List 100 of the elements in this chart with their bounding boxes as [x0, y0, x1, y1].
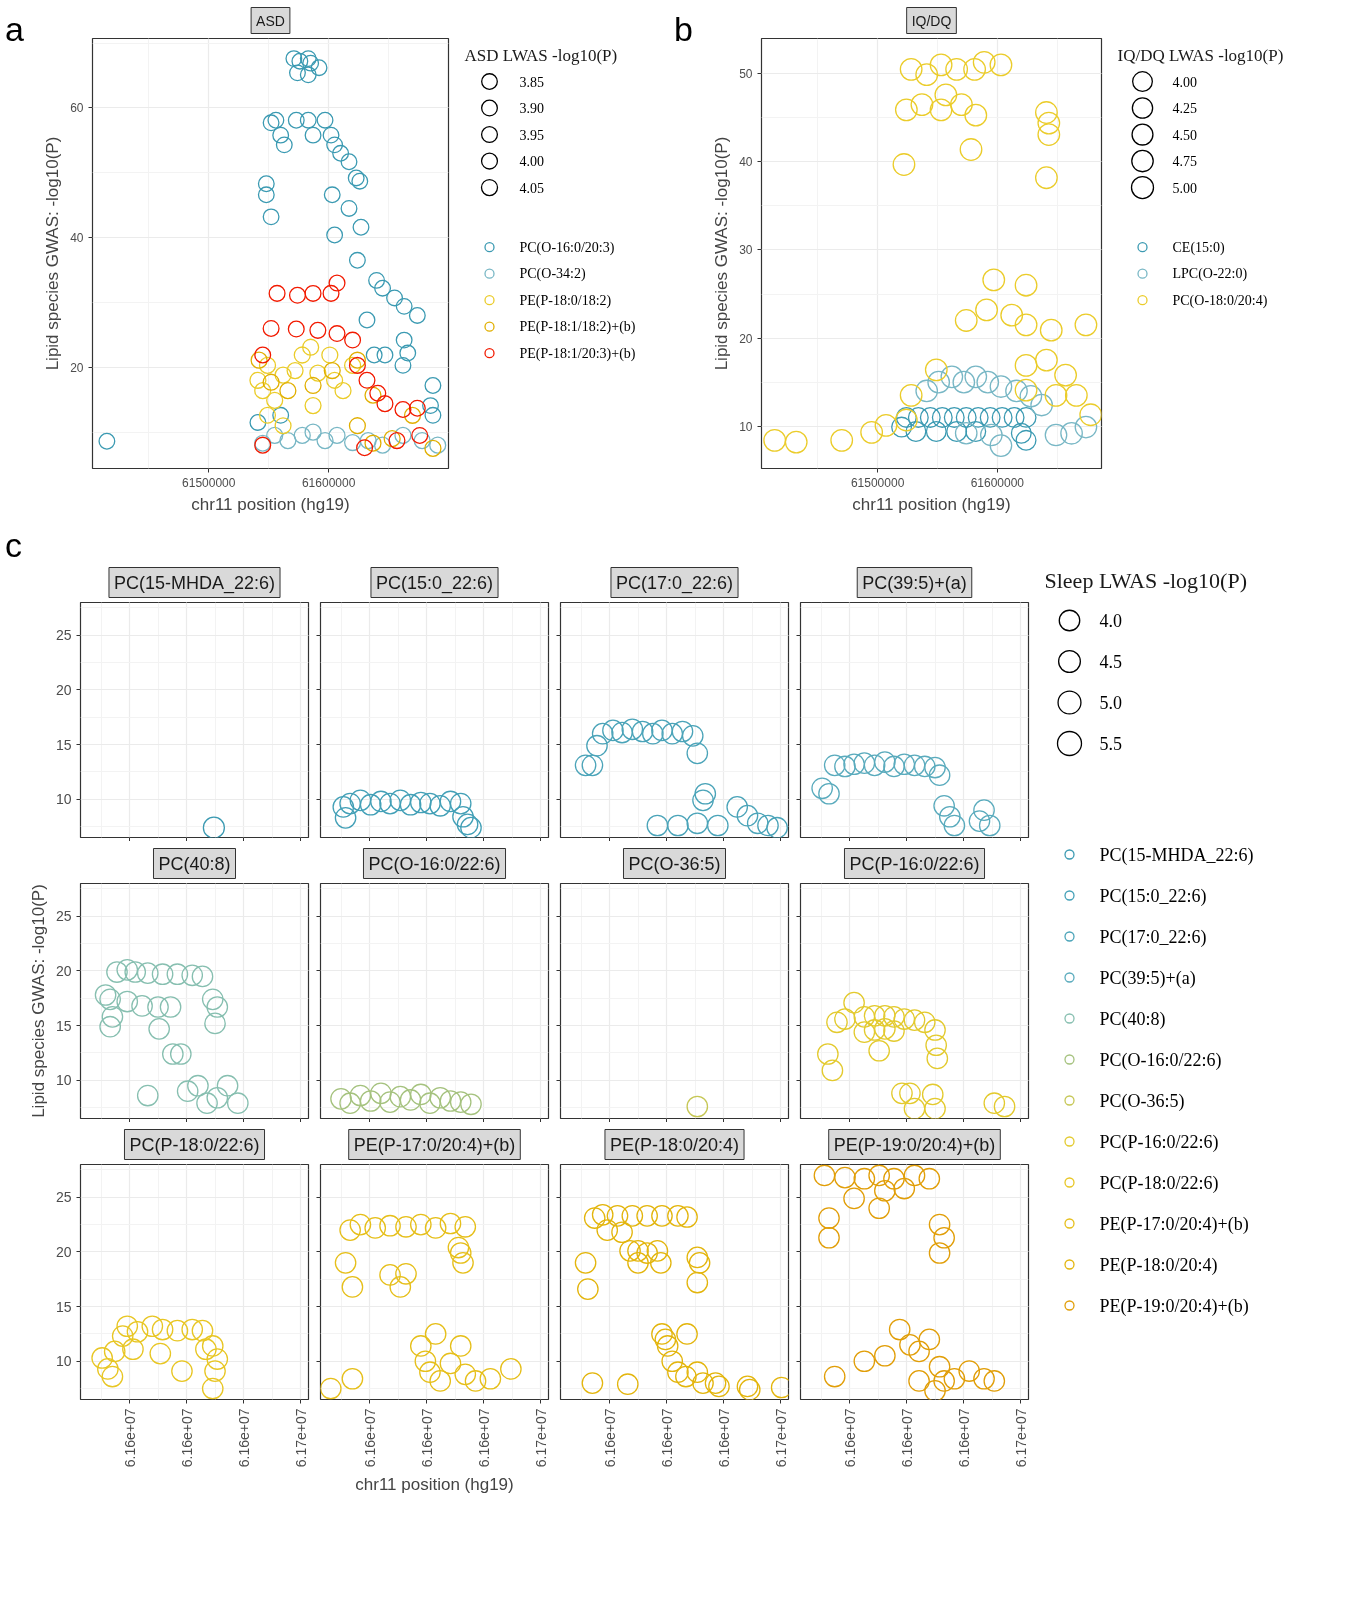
point — [893, 1008, 916, 1030]
point — [94, 984, 117, 1006]
point — [883, 755, 905, 778]
legend-label: 3.95 — [519, 127, 544, 143]
y-tick-label: 10 — [55, 1072, 72, 1089]
point — [671, 720, 694, 743]
point — [439, 790, 462, 813]
point — [389, 1276, 412, 1298]
point — [574, 754, 597, 777]
point — [661, 722, 684, 745]
legend-label: 4.75 — [1172, 154, 1197, 170]
legend-label: 4.25 — [1172, 101, 1197, 117]
point — [97, 1358, 119, 1380]
legend-label: 5.5 — [1099, 734, 1122, 754]
x-tick-label: 6.17e+07 — [772, 1408, 789, 1468]
point — [692, 789, 714, 812]
point — [843, 753, 865, 776]
point — [454, 1363, 477, 1386]
point — [339, 1092, 361, 1115]
point — [863, 754, 886, 777]
legend-label: 4.05 — [519, 180, 544, 196]
point — [686, 1271, 709, 1294]
y-tick-label: 25 — [55, 908, 72, 925]
point — [968, 810, 991, 832]
point — [686, 1246, 709, 1269]
point — [195, 1338, 217, 1361]
y-tick-label: 50 — [739, 67, 753, 82]
point — [627, 1252, 649, 1274]
point — [933, 1226, 955, 1249]
legend-label: 4.5 — [1099, 652, 1122, 672]
point — [151, 963, 174, 986]
point — [166, 1319, 189, 1342]
point — [341, 1276, 364, 1298]
point — [395, 1262, 417, 1285]
point — [973, 799, 995, 821]
legend-label: 5.0 — [1099, 693, 1122, 713]
point — [646, 814, 669, 837]
point — [899, 1082, 921, 1105]
legend-label: PC(O-36:5) — [1099, 1090, 1185, 1112]
legend-label: PC(40:8) — [1099, 1008, 1166, 1030]
y-tick-label: 10 — [55, 1353, 72, 1370]
point — [216, 1074, 239, 1097]
point — [419, 1092, 441, 1115]
point — [611, 721, 633, 744]
chart-title: PE(P-18:0/20:4) — [609, 1134, 740, 1155]
point — [823, 754, 846, 777]
point — [464, 1370, 487, 1392]
point — [171, 1360, 193, 1382]
chart-title: PC(39:5)+(a) — [862, 572, 967, 593]
legend-title: IQ/DQ LWAS -log10(P) — [1117, 45, 1284, 65]
point — [611, 1221, 633, 1244]
text: PC(15:0_22:6) — [1099, 885, 1207, 907]
point — [204, 1012, 226, 1035]
point — [500, 1358, 522, 1380]
point — [667, 1205, 689, 1227]
point — [101, 1006, 124, 1028]
point — [419, 792, 441, 815]
point — [106, 961, 128, 983]
point — [409, 1335, 432, 1357]
point — [151, 1318, 174, 1341]
point — [706, 814, 729, 837]
point — [736, 804, 759, 827]
point — [924, 1097, 946, 1119]
point — [602, 719, 624, 742]
point — [409, 1213, 432, 1236]
point — [399, 793, 422, 816]
point — [921, 1083, 944, 1106]
point — [868, 1197, 891, 1220]
legend-label: PE(P-18:0/18:2) — [519, 292, 612, 309]
point — [903, 1009, 926, 1031]
point — [874, 1004, 896, 1027]
legend-label: PC(O-16:0/22:6) — [1099, 1049, 1222, 1071]
y-tick-label: 20 — [55, 681, 72, 698]
point — [874, 1344, 896, 1367]
point — [449, 1091, 472, 1113]
point — [938, 805, 961, 828]
point — [853, 752, 876, 774]
point — [817, 1043, 839, 1065]
point — [452, 1252, 474, 1274]
y-tick-label: 15 — [55, 1298, 72, 1315]
point — [686, 1361, 709, 1383]
point — [834, 755, 856, 778]
point — [341, 1367, 364, 1390]
chart-title: PE(P-19:0/20:4)+(b) — [833, 1134, 996, 1155]
point — [91, 1347, 114, 1369]
point — [818, 1207, 840, 1229]
point — [826, 1011, 848, 1034]
text: a — [5, 9, 24, 50]
x-tick-label: 61500000 — [850, 475, 905, 490]
point — [330, 1088, 352, 1110]
point — [834, 1166, 856, 1189]
point — [349, 1084, 372, 1107]
point — [843, 991, 865, 1014]
legend-label: PC(39:5)+(a) — [1099, 967, 1196, 989]
point — [419, 1361, 441, 1383]
point — [320, 1377, 342, 1400]
point — [447, 1236, 470, 1259]
point — [686, 742, 709, 765]
x-tick-label: 6.16e+07 — [121, 1408, 138, 1468]
point — [226, 1092, 249, 1115]
